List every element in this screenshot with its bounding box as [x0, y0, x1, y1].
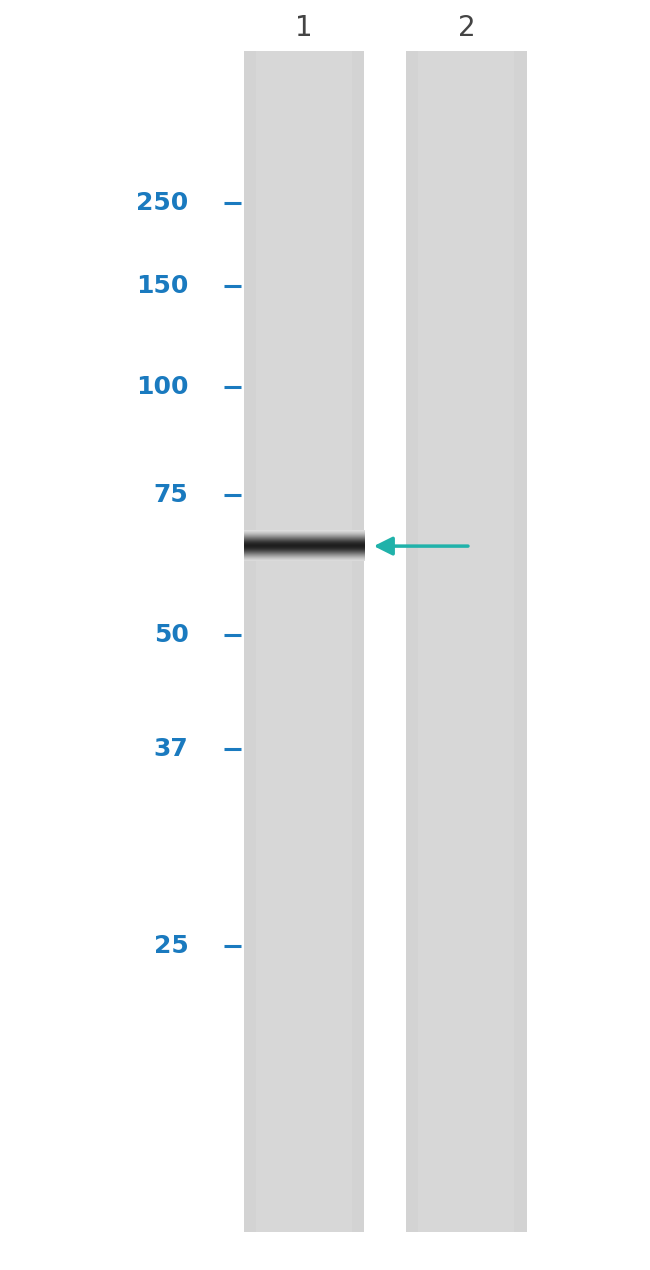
Text: 2: 2 [458, 14, 475, 42]
Text: 1: 1 [295, 14, 313, 42]
Bar [244, 51, 364, 1232]
Text: 75: 75 [154, 484, 188, 507]
Text: 25: 25 [154, 935, 188, 958]
Bar [406, 51, 526, 1232]
Text: 150: 150 [136, 274, 188, 297]
Text: 100: 100 [136, 376, 188, 399]
Bar [256, 51, 352, 1232]
Text: 37: 37 [154, 738, 188, 761]
Text: 250: 250 [136, 192, 188, 215]
Bar [419, 51, 515, 1232]
Text: 50: 50 [153, 624, 188, 646]
